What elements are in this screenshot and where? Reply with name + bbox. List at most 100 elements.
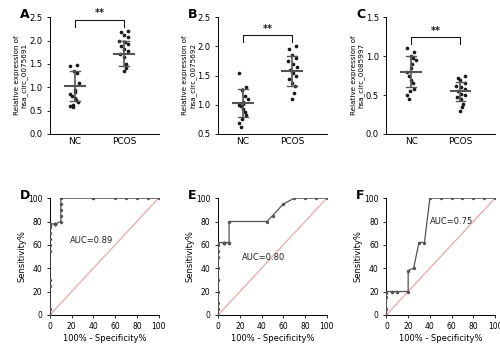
Point [263,219,271,224]
Point [225,219,233,224]
Y-axis label: Relative expression of
hsa_circ_0075691: Relative expression of hsa_circ_0075691 [14,36,28,116]
Text: AUC=0.89: AUC=0.89 [70,236,113,245]
Text: E: E [188,189,196,202]
Point [323,195,331,201]
Point [46,242,54,248]
Point [460,92,468,98]
Point [111,195,119,201]
Y-axis label: Relative expression of
hsa_circ_0075692: Relative expression of hsa_circ_0075692 [182,36,196,116]
Point [280,201,287,207]
Point [289,61,297,67]
Y-axis label: Sensitivity%: Sensitivity% [186,230,194,282]
Point [239,107,247,112]
Point [388,289,396,294]
Point [234,70,242,75]
Point [71,87,79,92]
Point [57,219,65,224]
Text: **: ** [262,24,272,34]
Point [288,70,296,75]
Point [214,242,222,248]
Text: F: F [356,189,364,202]
Point [410,265,418,271]
Point [120,54,128,60]
Text: AUC=0.80: AUC=0.80 [242,253,286,262]
Point [90,195,98,201]
Point [57,207,65,212]
Point [68,93,76,99]
Text: **: ** [431,26,441,36]
Point [407,65,415,71]
Point [52,221,60,227]
Point [46,248,54,254]
Point [220,240,228,245]
Point [238,88,246,93]
Point [394,289,402,294]
Point [241,93,249,99]
Point [66,103,74,109]
Point [382,306,390,312]
Point [46,312,54,318]
Point [74,62,82,68]
Point [70,95,78,100]
Point [382,294,390,300]
Point [214,277,222,283]
Point [122,61,130,67]
Point [240,109,248,115]
Point [491,195,499,201]
Point [290,90,298,96]
Point [46,277,54,283]
Text: AUC=0.75: AUC=0.75 [430,217,473,226]
Point [448,195,456,201]
X-axis label: 100% - Specificity%: 100% - Specificity% [62,334,146,343]
Point [66,64,74,69]
Point [120,32,128,38]
Point [460,73,468,79]
Point [70,68,78,74]
Point [120,46,128,52]
Point [286,47,294,52]
Point [46,222,54,228]
Point [74,100,82,105]
Point [404,289,412,294]
Point [66,92,74,97]
Point [118,44,126,49]
Point [406,53,414,59]
Point [453,94,461,99]
Point [234,121,242,126]
Point [382,290,390,295]
Point [70,102,78,107]
Point [225,240,233,245]
Point [405,73,413,79]
Text: B: B [188,8,198,21]
Point [382,289,390,294]
Text: **: ** [94,8,104,18]
Point [52,221,60,227]
Point [46,236,54,242]
Point [76,80,84,85]
Point [133,195,141,201]
Point [480,195,488,201]
Point [220,240,228,245]
Point [214,248,222,254]
Point [52,221,60,227]
Point [403,92,411,98]
Text: A: A [20,8,29,21]
Point [214,254,222,259]
Point [52,221,60,227]
Point [284,58,292,64]
Point [382,312,390,318]
Point [214,240,222,245]
Point [284,76,292,81]
Point [52,221,60,227]
Point [454,89,462,94]
Point [90,195,98,201]
Point [470,195,478,201]
Point [46,225,54,230]
Point [57,213,65,218]
Point [268,213,276,218]
Point [456,108,464,113]
Point [122,195,130,201]
Point [457,91,465,96]
Point [290,83,298,89]
Point [286,67,294,73]
